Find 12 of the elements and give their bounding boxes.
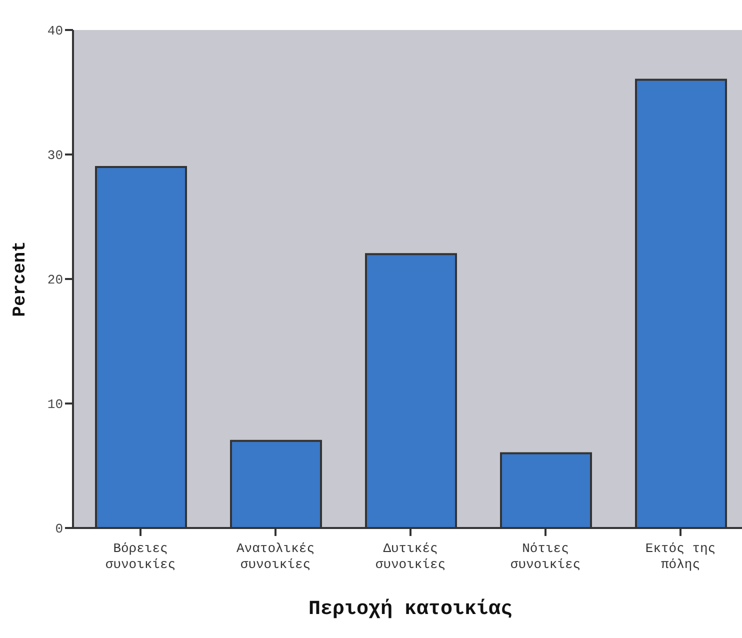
y-axis-title: Percent [10,241,30,317]
x-tick-label: Βόρειες συνοικίες [105,541,176,572]
x-tick-label: Δυτικές συνοικίες [375,541,446,572]
x-tick-label: Νότιες συνοικίες [510,541,581,572]
y-tick-label: 40 [47,24,63,39]
y-tick-label: 10 [47,397,63,412]
y-tick-label: 30 [47,148,63,164]
x-axis-title: Περιοχή κατοικίας [308,598,513,621]
x-tick-label: Ανατολικές συνοικίες [236,541,315,572]
x-tick-label: Εκτός της πόλης [645,541,716,572]
y-tick-label: 0 [55,522,63,537]
y-tick-label: 20 [47,272,63,288]
